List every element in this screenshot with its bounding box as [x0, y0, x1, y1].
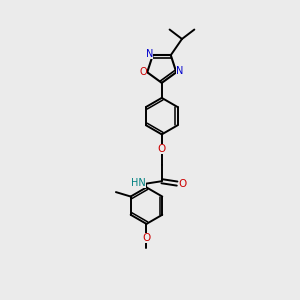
Text: N: N [146, 49, 153, 59]
Text: O: O [142, 233, 151, 243]
Text: N: N [176, 66, 184, 76]
Text: O: O [158, 144, 166, 154]
Text: O: O [140, 67, 147, 77]
Text: O: O [179, 178, 187, 189]
Text: HN: HN [131, 178, 146, 188]
